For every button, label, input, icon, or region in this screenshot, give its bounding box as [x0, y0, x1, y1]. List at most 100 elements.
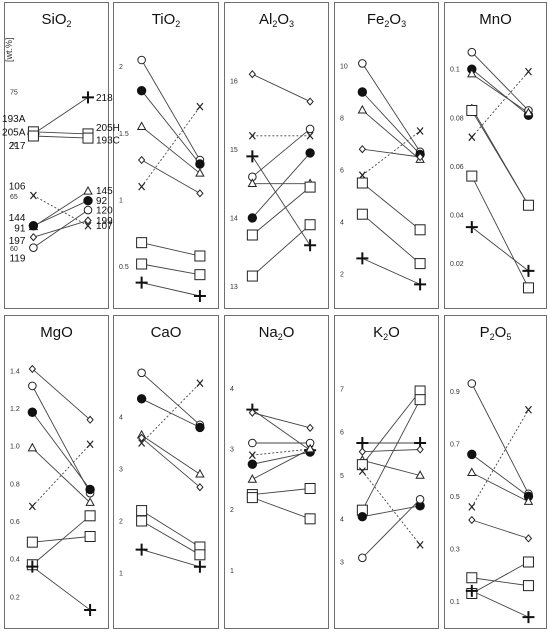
open-triangle-mark [467, 68, 477, 78]
connector-line [362, 449, 421, 453]
data-point [195, 159, 205, 169]
data-point [26, 560, 39, 573]
connector-line [141, 434, 201, 475]
open-triangle-mark [195, 468, 205, 478]
y-tick-label: 4 [340, 516, 344, 523]
y-tick-label: 1.0 [10, 444, 20, 451]
open-diamond-mark [524, 534, 533, 543]
data-point [466, 170, 478, 182]
y-tick-label: 0.2 [10, 594, 20, 601]
plus-mark [246, 150, 259, 163]
open-diamond-mark [306, 423, 314, 432]
connector-line [33, 190, 89, 228]
y-tick-label: 3 [119, 467, 123, 474]
connector-line [471, 71, 529, 138]
data-point [29, 191, 37, 200]
data-point [194, 269, 206, 281]
connector-line [252, 412, 311, 429]
x-mark [525, 405, 532, 414]
data-point [466, 104, 478, 116]
x-mark [86, 440, 94, 449]
y-tick-label: 16 [230, 79, 238, 86]
data-point [414, 394, 426, 406]
open-square-mark [356, 208, 368, 220]
connector-line [471, 73, 529, 114]
open-diamond-mark [84, 216, 92, 225]
panel-frame [4, 2, 109, 309]
connector-line [252, 186, 311, 236]
data-point [138, 439, 146, 447]
panel-frame [4, 315, 109, 629]
open-triangle-mark [83, 185, 93, 195]
y-tick-label: 4 [340, 220, 344, 227]
data-point [28, 502, 36, 511]
connector-line [471, 51, 529, 111]
data-point [522, 199, 534, 211]
connector-line [32, 536, 91, 543]
connector-line [471, 383, 529, 494]
open-square-mark [194, 549, 206, 561]
connector-line [141, 126, 201, 174]
connector-line [471, 409, 529, 508]
y-tick-label: 6 [340, 168, 344, 175]
x-mark [468, 502, 476, 511]
data-point [248, 438, 257, 448]
connector-line [32, 368, 91, 421]
connector-line [362, 257, 421, 285]
data-point [356, 437, 369, 449]
connector-line [362, 130, 421, 176]
open-square-mark [194, 269, 206, 281]
sample-label: 119 [9, 254, 25, 265]
open-circle-mark [415, 495, 425, 504]
panel-frame [113, 2, 219, 309]
data-point [465, 584, 478, 597]
open-circle-mark [137, 368, 146, 378]
connector-line [252, 497, 311, 520]
sample-label: 145 [96, 186, 113, 197]
filled-circle-mark [27, 407, 38, 417]
x-mark [525, 67, 532, 76]
open-diamond-mark [358, 145, 367, 154]
sample-label: 199 [96, 216, 113, 227]
data-point [415, 470, 425, 479]
y-tick-label: 1.5 [119, 131, 129, 138]
title-part: O [283, 324, 295, 341]
data-point [83, 195, 93, 206]
plus-mark [414, 278, 427, 291]
y-tick-label: 0.9 [450, 389, 460, 396]
open-square-mark [84, 531, 96, 543]
title-part: O [277, 11, 289, 28]
data-point [196, 379, 204, 388]
panel-frame [334, 2, 439, 309]
connector-line [141, 159, 201, 194]
data-point [136, 237, 148, 249]
x-mark [138, 439, 146, 447]
open-square-mark [466, 104, 478, 116]
data-point [358, 553, 367, 563]
data-point [194, 250, 206, 262]
connector-line [362, 459, 421, 476]
data-point [304, 513, 316, 525]
data-point [248, 408, 257, 417]
connector-line [141, 106, 201, 187]
sample-label: 205A [2, 127, 26, 138]
data-point [356, 252, 369, 265]
panel-frame [224, 2, 329, 309]
open-diamond-mark [358, 447, 367, 456]
y-tick-label: 2 [119, 519, 123, 526]
y-tick-label: 60 [10, 246, 18, 253]
data-point [27, 130, 39, 142]
data-point [28, 364, 37, 374]
panel-title: Fe2O3 [367, 11, 406, 29]
x-mark [416, 540, 424, 549]
open-square-mark [136, 258, 148, 270]
filled-circle-mark [357, 87, 368, 97]
connector-line [361, 399, 421, 511]
data-point [416, 540, 424, 549]
panel-frame [224, 315, 329, 629]
data-point [248, 451, 256, 460]
plus-mark [304, 239, 317, 252]
plus-mark [465, 584, 478, 597]
open-square-mark [136, 515, 148, 527]
open-square-mark [246, 492, 258, 504]
